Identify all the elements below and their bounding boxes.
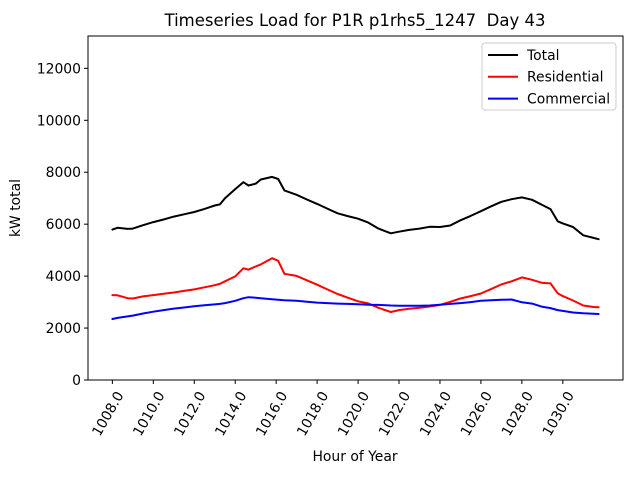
- y-tick-label: 4000: [46, 269, 81, 285]
- y-tick-label: 2000: [46, 321, 81, 337]
- x-axis-label: Hour of Year: [312, 449, 397, 465]
- x-tick-label: 1022.0: [376, 389, 414, 439]
- x-tick-label: 1010.0: [130, 389, 168, 439]
- y-tick-label: 12000: [37, 61, 81, 77]
- x-tick-label: 1026.0: [458, 389, 496, 439]
- series-line-total: [111, 175, 600, 241]
- y-tick-label: 8000: [46, 165, 81, 181]
- legend-box: [481, 42, 617, 111]
- x-tick-label: 1018.0: [294, 389, 332, 439]
- x-tick-label: 1014.0: [212, 389, 250, 439]
- legend-label-residential: Residential: [527, 70, 604, 86]
- y-tick-label: 10000: [37, 113, 81, 129]
- x-tick-label: 1028.0: [499, 389, 537, 439]
- legend-label-commercial: Commercial: [527, 91, 610, 107]
- x-tick-label: 1024.0: [417, 389, 455, 439]
- legend-label-total: Total: [526, 48, 559, 64]
- x-tick-label: 1020.0: [335, 389, 373, 439]
- x-tick-label: 1030.0: [540, 389, 578, 439]
- y-tick-label: 0: [72, 373, 81, 389]
- x-tick-label: 1012.0: [171, 389, 209, 439]
- y-axis-label: kW total: [8, 179, 24, 237]
- series-line-residential: [111, 257, 600, 313]
- series-line-commercial: [111, 296, 600, 320]
- x-tick-label: 1008.0: [89, 389, 127, 439]
- x-tick-label: 1016.0: [253, 389, 291, 439]
- y-tick-label: 6000: [46, 217, 81, 233]
- chart-title: Timeseries Load for P1R p1rhs5_1247 Day …: [164, 11, 546, 31]
